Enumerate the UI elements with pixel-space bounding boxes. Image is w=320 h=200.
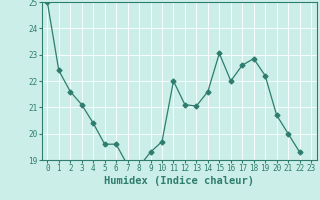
X-axis label: Humidex (Indice chaleur): Humidex (Indice chaleur) [104,176,254,186]
